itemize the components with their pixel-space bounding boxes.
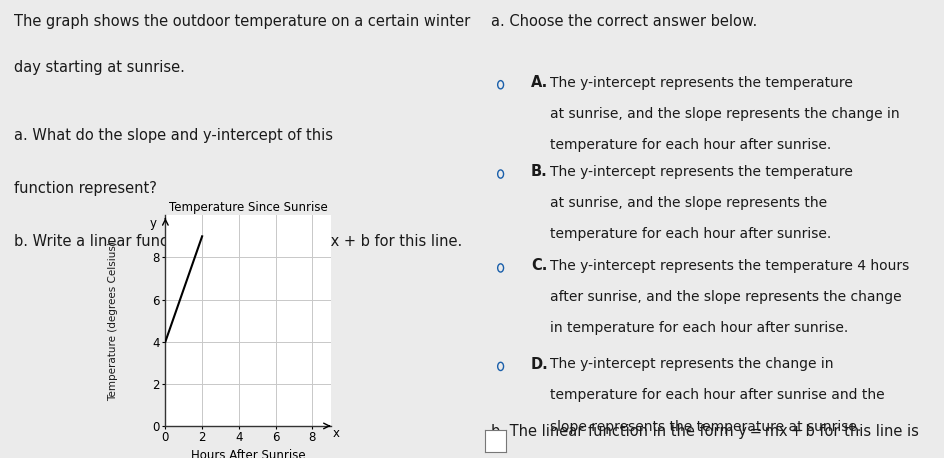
Text: The graph shows the outdoor temperature on a certain winter: The graph shows the outdoor temperature … <box>14 14 470 29</box>
Text: at sunrise, and the slope represents the: at sunrise, and the slope represents the <box>549 196 826 210</box>
Text: at sunrise, and the slope represents the change in: at sunrise, and the slope represents the… <box>549 107 899 121</box>
Text: y: y <box>149 218 156 230</box>
Text: b. The linear function in the form y = mx + b for this line is: b. The linear function in the form y = m… <box>491 424 919 439</box>
Text: Temperature (degrees Celsius): Temperature (degrees Celsius) <box>109 240 118 401</box>
Text: B.: B. <box>531 164 548 179</box>
Text: The y-intercept represents the temperature 4 hours: The y-intercept represents the temperatu… <box>549 259 908 273</box>
Text: temperature for each hour after sunrise and the: temperature for each hour after sunrise … <box>549 388 884 403</box>
Text: The y-intercept represents the temperature: The y-intercept represents the temperatu… <box>549 76 851 90</box>
Text: C.: C. <box>531 258 547 273</box>
X-axis label: Hours After Sunrise: Hours After Sunrise <box>191 449 305 458</box>
Text: The y-intercept represents the temperature: The y-intercept represents the temperatu… <box>549 165 851 179</box>
Text: temperature for each hour after sunrise.: temperature for each hour after sunrise. <box>549 138 830 152</box>
Text: after sunrise, and the slope represents the change: after sunrise, and the slope represents … <box>549 290 901 304</box>
Text: b. Write a linear function in the form y = mx + b for this line.: b. Write a linear function in the form y… <box>14 234 462 249</box>
Text: The y-intercept represents the change in: The y-intercept represents the change in <box>549 357 833 371</box>
Text: slope represents the temperature at sunrise.: slope represents the temperature at sunr… <box>549 420 860 434</box>
Title: Temperature Since Sunrise: Temperature Since Sunrise <box>169 201 327 214</box>
Text: a. Choose the correct answer below.: a. Choose the correct answer below. <box>491 14 757 29</box>
Text: in temperature for each hour after sunrise.: in temperature for each hour after sunri… <box>549 321 847 335</box>
Text: a. What do the slope and y-intercept of this: a. What do the slope and y-intercept of … <box>14 128 332 143</box>
Text: day starting at sunrise.: day starting at sunrise. <box>14 60 185 75</box>
Text: D.: D. <box>531 357 548 371</box>
Text: A.: A. <box>531 75 548 90</box>
Text: function represent?: function represent? <box>14 181 157 196</box>
Text: temperature for each hour after sunrise.: temperature for each hour after sunrise. <box>549 227 830 241</box>
Text: x: x <box>332 427 339 440</box>
